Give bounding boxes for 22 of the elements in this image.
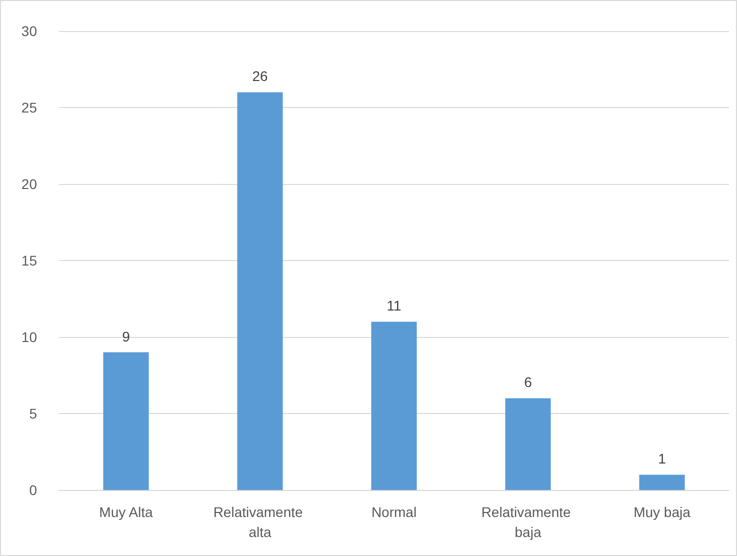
bar bbox=[371, 322, 417, 490]
bar bbox=[639, 474, 685, 490]
x-tick-label: Relativamente alta bbox=[213, 504, 307, 540]
y-tick-label: 10 bbox=[21, 329, 38, 345]
bar bbox=[237, 92, 283, 490]
y-tick-label: 0 bbox=[29, 482, 38, 498]
y-tick-label: 5 bbox=[29, 406, 38, 422]
data-label: 6 bbox=[524, 374, 532, 390]
y-tick-label: 30 bbox=[21, 23, 38, 39]
bar bbox=[505, 398, 551, 490]
x-tick-label: Muy baja bbox=[634, 504, 691, 520]
data-label: 26 bbox=[252, 68, 268, 84]
x-tick-label: Normal bbox=[371, 504, 417, 520]
y-tick-label: 25 bbox=[21, 100, 38, 116]
data-label: 1 bbox=[658, 450, 666, 467]
bar bbox=[103, 352, 149, 490]
y-tick-label: 20 bbox=[21, 176, 38, 192]
data-label: 9 bbox=[122, 328, 130, 344]
data-label: 11 bbox=[386, 298, 402, 314]
x-tick-label: Relativamente baja bbox=[481, 504, 575, 540]
x-tick-label: Muy Alta bbox=[99, 504, 154, 520]
y-tick-label: 15 bbox=[21, 252, 38, 268]
